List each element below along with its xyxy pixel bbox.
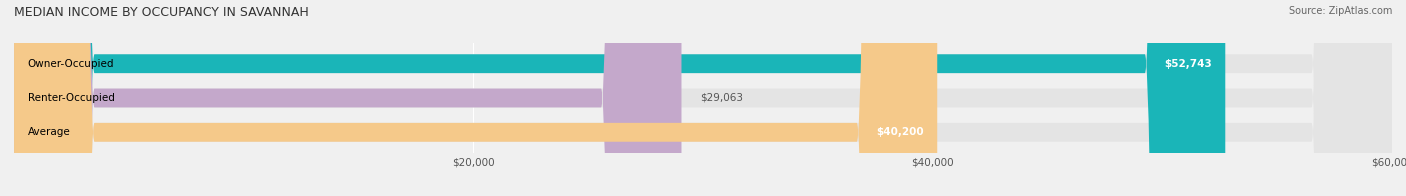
- Text: $52,743: $52,743: [1164, 59, 1212, 69]
- FancyBboxPatch shape: [14, 0, 1392, 196]
- Text: Average: Average: [28, 127, 70, 137]
- Text: $40,200: $40,200: [876, 127, 924, 137]
- FancyBboxPatch shape: [14, 0, 938, 196]
- Text: Source: ZipAtlas.com: Source: ZipAtlas.com: [1288, 6, 1392, 16]
- Text: Renter-Occupied: Renter-Occupied: [28, 93, 115, 103]
- FancyBboxPatch shape: [14, 0, 1392, 196]
- Text: $29,063: $29,063: [700, 93, 742, 103]
- FancyBboxPatch shape: [14, 0, 682, 196]
- FancyBboxPatch shape: [14, 0, 1225, 196]
- Text: Owner-Occupied: Owner-Occupied: [28, 59, 114, 69]
- Text: MEDIAN INCOME BY OCCUPANCY IN SAVANNAH: MEDIAN INCOME BY OCCUPANCY IN SAVANNAH: [14, 6, 309, 19]
- FancyBboxPatch shape: [14, 0, 1392, 196]
